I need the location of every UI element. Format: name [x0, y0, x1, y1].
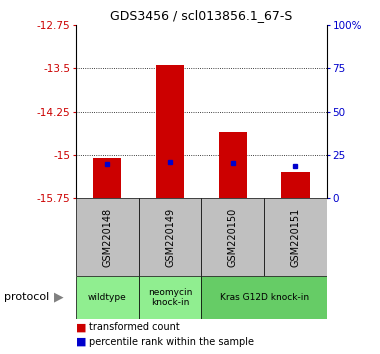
Text: ■: ■: [76, 337, 87, 347]
Text: percentile rank within the sample: percentile rank within the sample: [89, 337, 254, 347]
Bar: [76, 276, 139, 319]
Text: transformed count: transformed count: [89, 322, 180, 332]
Bar: [201, 276, 327, 319]
Bar: [156, 65, 184, 198]
Text: ■: ■: [76, 322, 87, 332]
Text: Kras G12D knock-in: Kras G12D knock-in: [220, 293, 309, 302]
Text: wildtype: wildtype: [88, 293, 127, 302]
Bar: [139, 198, 201, 276]
Text: GSM220148: GSM220148: [102, 207, 112, 267]
Text: GSM220151: GSM220151: [290, 207, 301, 267]
Bar: [218, 132, 247, 198]
Text: protocol: protocol: [4, 292, 49, 302]
Title: GDS3456 / scl013856.1_67-S: GDS3456 / scl013856.1_67-S: [110, 9, 293, 22]
Bar: [281, 172, 310, 198]
Text: neomycin
knock-in: neomycin knock-in: [148, 288, 192, 307]
Bar: [264, 198, 327, 276]
Text: GSM220150: GSM220150: [228, 207, 238, 267]
Bar: [139, 276, 201, 319]
Bar: [201, 198, 264, 276]
Bar: [76, 198, 139, 276]
Text: GSM220149: GSM220149: [165, 207, 175, 267]
Text: ▶: ▶: [54, 291, 64, 304]
Bar: [93, 158, 122, 198]
